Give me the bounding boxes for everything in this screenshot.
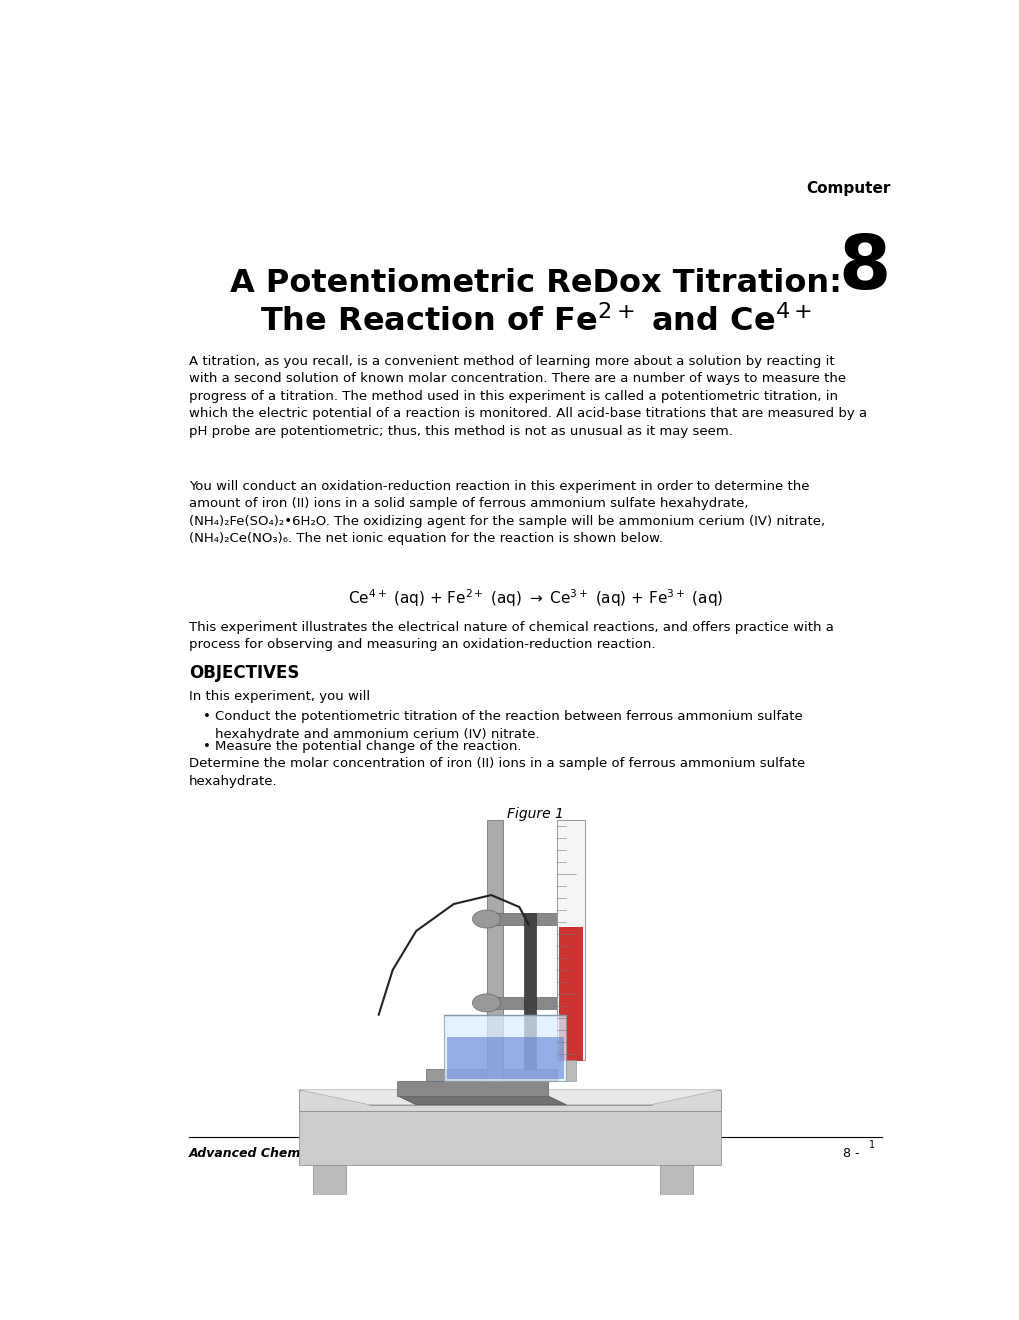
Text: Measure the potential change of the reaction.: Measure the potential change of the reac… (215, 739, 522, 752)
Bar (558, 927, 582, 1061)
Bar (486, 913, 580, 925)
Text: Ce$^{4+}$ (aq) + Fe$^{2+}$ (aq) $\rightarrow$ Ce$^{3+}$ (aq) + Fe$^{3+}$ (aq): Ce$^{4+}$ (aq) + Fe$^{2+}$ (aq) $\righta… (347, 587, 722, 609)
Bar (313, 1164, 345, 1195)
Text: Conduct the potentiometric titration of the reaction between ferrous ammonium su: Conduct the potentiometric titration of … (215, 710, 802, 741)
Polygon shape (425, 1069, 556, 1081)
Bar (486, 820, 502, 1081)
Bar (556, 820, 585, 1060)
Text: In this experiment, you will: In this experiment, you will (189, 690, 370, 704)
Polygon shape (397, 1096, 566, 1105)
Polygon shape (299, 1110, 720, 1164)
Text: 1: 1 (868, 1140, 874, 1150)
Text: Computer: Computer (805, 181, 890, 195)
Bar (566, 1060, 575, 1081)
Text: A Potentiometric ReDox Titration:: A Potentiometric ReDox Titration: (229, 268, 841, 300)
Bar (659, 1164, 692, 1195)
Text: Determine the molar concentration of iron (II) ions in a sample of ferrous ammon: Determine the molar concentration of iro… (189, 758, 805, 788)
Polygon shape (397, 1081, 547, 1096)
Text: 8 -: 8 - (842, 1147, 859, 1160)
Bar (444, 1015, 566, 1081)
Text: The Reaction of Fe$^{2+}$ and Ce$^{4+}$: The Reaction of Fe$^{2+}$ and Ce$^{4+}$ (260, 306, 811, 338)
Text: You will conduct an oxidation-reduction reaction in this experiment in order to : You will conduct an oxidation-reduction … (189, 479, 824, 545)
Bar (486, 997, 580, 1008)
Text: Figure 1: Figure 1 (506, 807, 564, 821)
Text: OBJECTIVES: OBJECTIVES (189, 664, 300, 681)
Polygon shape (299, 1090, 720, 1110)
Polygon shape (299, 1090, 720, 1105)
Ellipse shape (472, 909, 500, 928)
Bar (524, 913, 535, 1069)
Bar (446, 1038, 564, 1080)
Text: •: • (203, 710, 211, 723)
Text: This experiment illustrates the electrical nature of chemical reactions, and off: This experiment illustrates the electric… (189, 620, 834, 651)
Text: Advanced Chemistry with Vernier: Advanced Chemistry with Vernier (189, 1147, 424, 1160)
Text: 8: 8 (838, 231, 890, 305)
Ellipse shape (472, 994, 500, 1012)
Text: •: • (203, 739, 211, 752)
Text: A titration, as you recall, is a convenient method of learning more about a solu: A titration, as you recall, is a conveni… (189, 355, 866, 437)
